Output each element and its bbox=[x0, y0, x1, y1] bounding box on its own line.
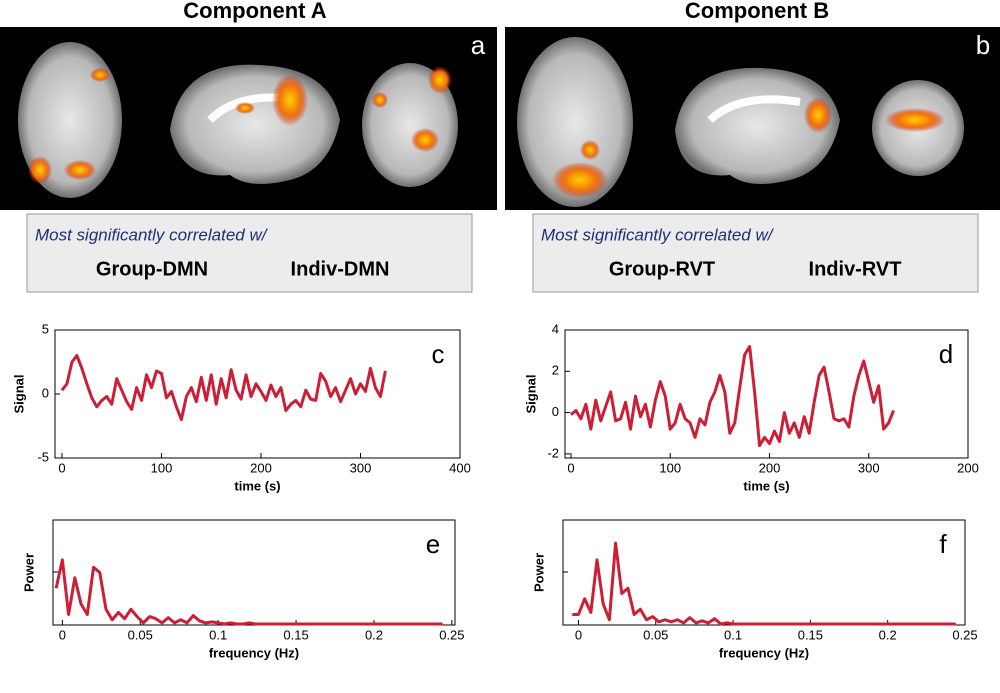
box-item: Indiv-DMN bbox=[291, 258, 390, 280]
x-tick-label: 0.05 bbox=[643, 627, 668, 642]
x-tick-label: 400 bbox=[449, 460, 471, 475]
x-tick-label: 200 bbox=[957, 460, 979, 475]
box-item: Group-RVT bbox=[609, 258, 715, 280]
x-tick-label: 0.1 bbox=[209, 627, 227, 642]
x-tick-label: 0.2 bbox=[879, 627, 897, 642]
x-tick-label: 300 bbox=[350, 460, 372, 475]
x-tick-label: 0.25 bbox=[952, 627, 977, 642]
x-tick-label: 0.25 bbox=[439, 627, 464, 642]
y-tick-label: 0 bbox=[42, 385, 49, 400]
box-item: Group-DMN bbox=[96, 258, 208, 280]
y-tick-label: 4 bbox=[552, 321, 559, 336]
x-tick-label: 200 bbox=[759, 460, 781, 475]
x-axis-label: frequency (Hz) bbox=[209, 645, 299, 660]
x-tick-label: 0.15 bbox=[798, 627, 823, 642]
y-tick-label: 0 bbox=[552, 404, 559, 419]
panel-label: e bbox=[426, 529, 440, 559]
y-tick-label: -2 bbox=[547, 445, 559, 460]
y-axis-label: Power bbox=[531, 553, 546, 592]
brain-images-b bbox=[505, 27, 1000, 210]
correlation-box bbox=[26, 213, 473, 293]
x-tick-label: 0 bbox=[567, 460, 574, 475]
column-title: Component A bbox=[183, 0, 326, 23]
x-tick-label: 200 bbox=[250, 460, 272, 475]
column-title: Component B bbox=[685, 0, 829, 23]
plot-frame bbox=[564, 329, 969, 459]
plot-frame bbox=[52, 519, 456, 626]
panel-label: a bbox=[471, 30, 486, 60]
correlation-box bbox=[532, 213, 979, 293]
panel-label: d bbox=[939, 339, 953, 369]
x-tick-label: 100 bbox=[659, 460, 681, 475]
x-tick-label: 0.1 bbox=[724, 627, 742, 642]
signal-line bbox=[570, 345, 895, 448]
panel-label: b bbox=[976, 30, 990, 60]
signal-line bbox=[54, 558, 443, 626]
y-axis-label: Power bbox=[21, 553, 36, 592]
panel-label: c bbox=[432, 339, 445, 369]
x-tick-label: 300 bbox=[858, 460, 880, 475]
signal-line bbox=[60, 354, 387, 422]
box-item: Indiv-RVT bbox=[809, 258, 902, 280]
plot-frame bbox=[562, 519, 966, 626]
x-tick-label: 0 bbox=[59, 627, 66, 642]
y-axis-label: Signal bbox=[11, 374, 26, 413]
brain-images-a bbox=[0, 27, 497, 210]
y-axis-label: Signal bbox=[523, 374, 538, 413]
x-tick-label: 0.2 bbox=[365, 627, 383, 642]
x-tick-label: 0 bbox=[575, 627, 582, 642]
y-tick-label: -5 bbox=[37, 449, 49, 464]
x-tick-label: 100 bbox=[151, 460, 173, 475]
signal-line bbox=[572, 541, 956, 626]
panel-label: f bbox=[939, 529, 947, 559]
x-tick-label: 0 bbox=[58, 460, 65, 475]
x-axis-label: time (s) bbox=[743, 478, 789, 493]
plot-frame bbox=[54, 329, 461, 459]
y-tick-label: 5 bbox=[42, 321, 49, 336]
box-caption: Most significantly correlated w/ bbox=[541, 225, 775, 244]
x-tick-label: 0.05 bbox=[128, 627, 153, 642]
y-tick-label: 2 bbox=[552, 363, 559, 378]
x-axis-label: time (s) bbox=[234, 478, 280, 493]
box-caption: Most significantly correlated w/ bbox=[35, 225, 269, 244]
x-axis-label: frequency (Hz) bbox=[719, 645, 809, 660]
x-tick-label: 0.15 bbox=[283, 627, 308, 642]
